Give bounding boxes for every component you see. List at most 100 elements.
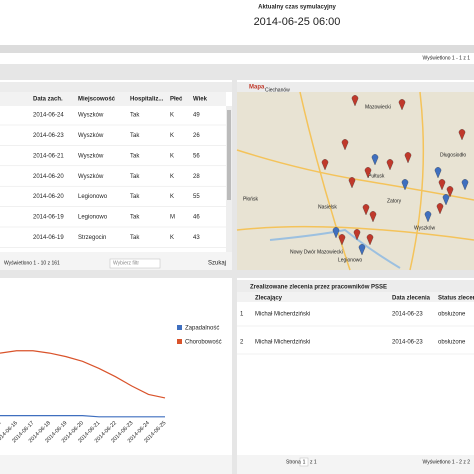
table-cell: K [170,194,174,200]
map-marker[interactable] [438,179,446,191]
map-marker[interactable] [364,167,372,179]
table-cell: Tak [130,235,140,241]
panel-header [237,82,474,92]
time-label: Aktualny czas symulacyjny [258,5,336,11]
map-marker[interactable] [341,139,349,151]
column-header[interactable]: Miejscowość [78,97,116,103]
table-cell: 2014-06-23 [392,312,423,318]
table-cell: 2014-06-23 [33,133,64,139]
map-canvas[interactable] [237,92,474,270]
separator [0,64,474,80]
filter-input[interactable] [109,258,161,269]
map-marker[interactable] [436,203,444,215]
map-marker[interactable] [362,204,370,216]
table-cell: M [170,215,175,221]
column-header[interactable]: Wiek [193,97,208,103]
search-button[interactable]: Szukaj [208,261,226,267]
map-river [269,228,401,269]
page-number[interactable]: 1 [303,459,306,465]
table-cell: K [170,153,174,159]
table-cell: 2014-06-19 [33,215,64,221]
map-marker[interactable] [434,167,442,179]
page-total: z 1 [310,459,317,465]
table-cell: 2014-06-21 [33,153,64,159]
column-header[interactable]: Status zlecenia [438,296,474,302]
map-marker[interactable] [353,229,361,241]
column-header[interactable]: Data zlecenia [392,296,431,302]
table-cell: Wyszków [78,113,104,119]
column-header[interactable]: Hospitaliz... [130,97,164,103]
table-cell: 2014-06-20 [33,174,64,180]
map-label: Nowy Dwór Mazowiecki [290,249,343,255]
table-cell: K [170,113,174,119]
map-marker[interactable] [338,234,346,246]
page-input[interactable] [299,457,309,467]
toolbar [0,45,474,53]
map-marker[interactable] [458,129,466,141]
table-cell: 2014-06-19 [33,235,64,241]
table-cell: K [170,235,174,241]
column-header[interactable]: Zlecający [255,296,283,302]
map-marker[interactable] [332,227,340,239]
legend-label[interactable]: Chorobowość [185,340,222,346]
page-label: Strona [286,459,301,465]
table-cell: 2014-06-23 [392,340,423,346]
table-cell: 49 [193,113,200,119]
table-header [0,92,226,106]
table-cell: 26 [193,133,200,139]
table-cell: Tak [130,215,140,221]
panel-title: Zrealizowane zlecenia przez pracowników … [250,285,387,291]
map-marker[interactable] [371,154,379,166]
map-marker[interactable] [398,99,406,111]
map-title: Mapa [249,85,265,91]
map-road [236,91,474,271]
line-series [0,415,165,418]
map-marker[interactable] [348,177,356,189]
table-cell: 43 [193,235,200,241]
table-cell: Tak [130,113,140,119]
table-cell: 46 [193,215,200,221]
map-marker[interactable] [358,244,366,256]
map-marker[interactable] [404,152,412,164]
column-header[interactable]: Data zach. [33,97,63,103]
table-cell: Legionowo [78,215,108,221]
table-cell: Tak [130,174,140,180]
scrollbar-thumb[interactable] [227,110,231,200]
map-marker[interactable] [461,179,469,191]
map-marker[interactable] [446,186,454,198]
map-marker[interactable] [386,159,394,171]
table-cell: obsłużone [438,312,466,318]
table-cell: 2014-06-20 [33,194,64,200]
map-marker[interactable] [369,211,377,223]
table-cell: 28 [193,174,200,180]
table-cell: Wyszków [78,133,104,139]
table-cell: 55 [193,194,200,200]
time-value: 2014-06-25 06:00 [254,16,341,28]
map-marker[interactable] [401,179,409,191]
map-label: Mazowiecki [365,104,391,110]
map-label: Legionowo [338,257,362,263]
map-marker[interactable] [366,234,374,246]
separator [232,80,237,474]
table-cell: 1 [240,312,244,318]
map-label: Płońsk [243,196,259,202]
legend-swatch [177,325,182,330]
column-header[interactable]: Płeć [170,97,183,103]
filter-placeholder[interactable]: Wybierz filtr [113,260,139,266]
legend-swatch [177,339,182,344]
pager: Wyświetlono 1 - 10 z 161 [4,260,60,266]
table-cell: Tak [130,153,140,159]
map-marker[interactable] [424,211,432,223]
map-marker[interactable] [351,95,359,107]
table-cell: Strzegocin [78,235,106,241]
legend-label[interactable]: Zapadalność [185,326,219,332]
table-header [237,292,474,302]
map-marker[interactable] [321,159,329,171]
table-cell: Tak [130,194,140,200]
table-cell: Michał Micherdziński [255,340,310,346]
map-label: Pułtusk [368,173,385,179]
table-footer [237,455,474,474]
map-marker[interactable] [442,194,450,206]
chart-footer [0,455,232,474]
